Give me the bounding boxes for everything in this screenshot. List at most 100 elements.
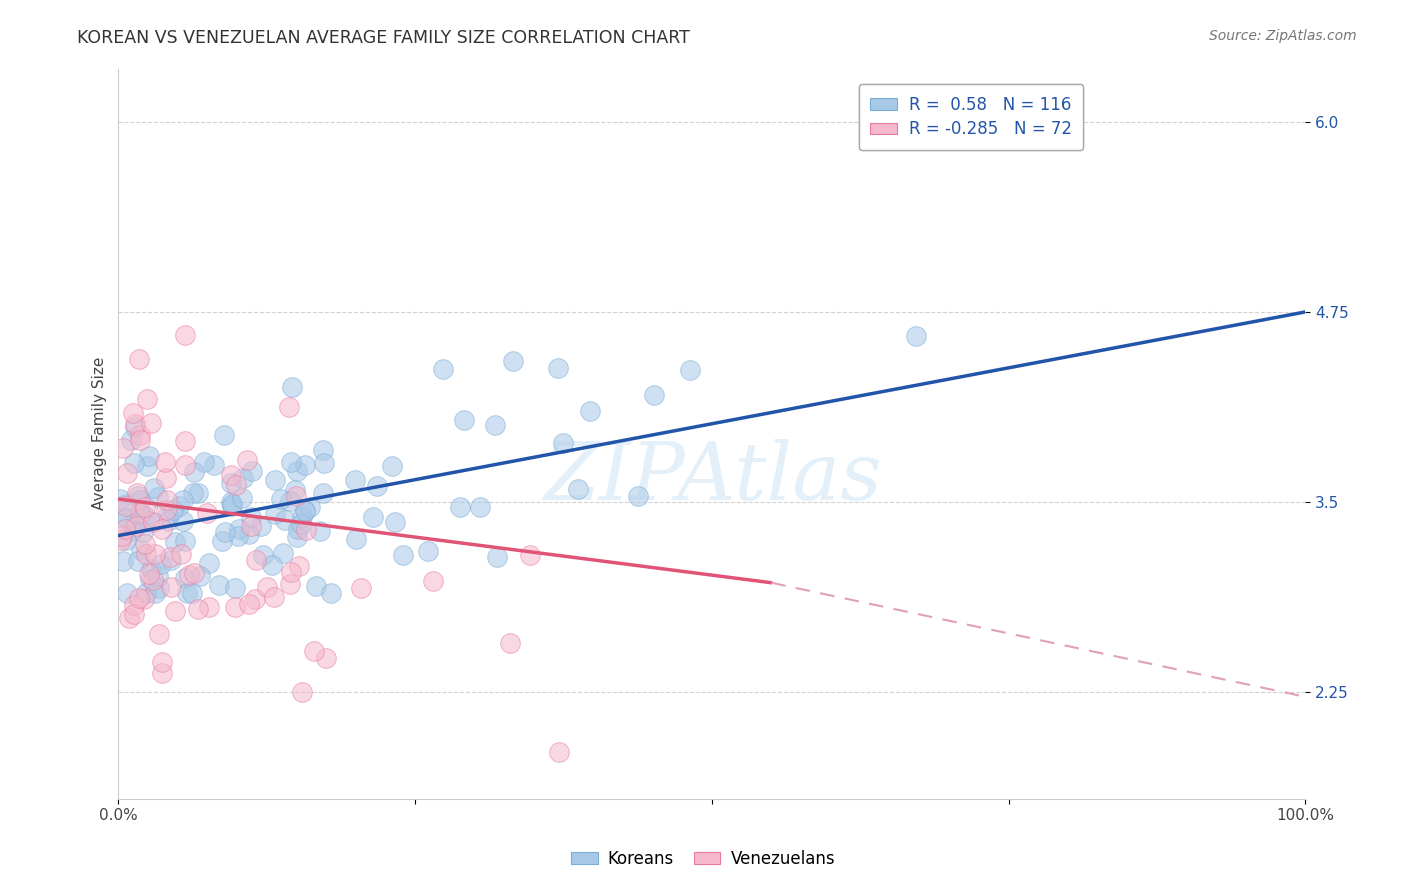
Point	[224, 582, 246, 596]
Point	[384, 515, 406, 529]
Point	[273, 546, 295, 560]
Point	[484, 417, 506, 432]
Point	[122, 516, 145, 531]
Point	[190, 568, 212, 582]
Point	[305, 579, 328, 593]
Point	[148, 581, 170, 595]
Point	[221, 497, 243, 511]
Point	[157, 514, 180, 528]
Point	[553, 436, 575, 450]
Point	[149, 557, 172, 571]
Point	[180, 586, 202, 600]
Point	[219, 475, 242, 490]
Point	[114, 512, 136, 526]
Point	[211, 534, 233, 549]
Point	[643, 388, 665, 402]
Point	[278, 494, 301, 508]
Point	[150, 522, 173, 536]
Point	[148, 626, 170, 640]
Point	[256, 581, 278, 595]
Point	[134, 509, 156, 524]
Point	[579, 404, 602, 418]
Point	[214, 524, 236, 539]
Point	[110, 491, 132, 506]
Point	[148, 569, 170, 583]
Point	[142, 481, 165, 495]
Point	[160, 580, 183, 594]
Point	[304, 644, 326, 658]
Point	[174, 458, 197, 472]
Point	[905, 329, 928, 343]
Point	[135, 392, 157, 406]
Point	[174, 327, 197, 342]
Point	[453, 413, 475, 427]
Point	[298, 500, 321, 514]
Point	[187, 602, 209, 616]
Point	[262, 558, 284, 572]
Point	[274, 513, 297, 527]
Point	[135, 586, 157, 600]
Point	[121, 524, 143, 538]
Point	[679, 363, 702, 377]
Legend: R =  0.58   N = 116, R = -0.285   N = 72: R = 0.58 N = 116, R = -0.285 N = 72	[859, 84, 1084, 150]
Point	[294, 504, 316, 518]
Point	[321, 586, 343, 600]
Point	[290, 517, 312, 532]
Point	[312, 443, 335, 458]
Point	[155, 502, 177, 516]
Point	[111, 529, 134, 543]
Text: KOREAN VS VENEZUELAN AVERAGE FAMILY SIZE CORRELATION CHART: KOREAN VS VENEZUELAN AVERAGE FAMILY SIZE…	[77, 29, 690, 46]
Point	[111, 554, 134, 568]
Point	[156, 493, 179, 508]
Point	[127, 553, 149, 567]
Point	[128, 506, 150, 520]
Point	[155, 454, 177, 468]
Point	[239, 510, 262, 524]
Point	[392, 548, 415, 562]
Point	[449, 500, 471, 515]
Point	[170, 547, 193, 561]
Point	[174, 534, 197, 549]
Point	[127, 486, 149, 500]
Point	[124, 420, 146, 434]
Point	[143, 586, 166, 600]
Point	[134, 537, 156, 551]
Point	[287, 558, 309, 573]
Legend: Koreans, Venezuelans: Koreans, Venezuelans	[564, 844, 842, 875]
Point	[361, 510, 384, 524]
Point	[162, 502, 184, 516]
Point	[138, 566, 160, 581]
Point	[134, 500, 156, 514]
Point	[129, 427, 152, 442]
Point	[226, 529, 249, 543]
Point	[221, 499, 243, 513]
Point	[202, 458, 225, 472]
Point	[110, 533, 132, 547]
Point	[139, 562, 162, 576]
Point	[157, 508, 180, 522]
Point	[280, 455, 302, 469]
Point	[136, 458, 159, 473]
Point	[277, 400, 299, 414]
Point	[122, 456, 145, 470]
Point	[499, 636, 522, 650]
Point	[250, 519, 273, 533]
Point	[183, 566, 205, 580]
Point	[314, 456, 336, 470]
Text: ZIPAtlas: ZIPAtlas	[543, 439, 882, 516]
Point	[163, 535, 186, 549]
Point	[284, 483, 307, 497]
Point	[228, 522, 250, 536]
Point	[125, 519, 148, 533]
Point	[285, 489, 308, 503]
Point	[172, 515, 194, 529]
Point	[231, 491, 253, 505]
Point	[214, 428, 236, 442]
Point	[115, 511, 138, 525]
Point	[152, 666, 174, 681]
Point	[124, 417, 146, 432]
Point	[115, 497, 138, 511]
Point	[115, 499, 138, 513]
Point	[344, 533, 367, 547]
Point	[159, 549, 181, 564]
